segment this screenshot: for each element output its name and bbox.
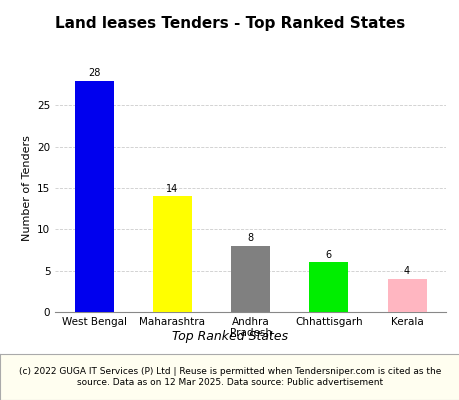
Text: Top Ranked States: Top Ranked States	[172, 330, 287, 343]
Y-axis label: Number of Tenders: Number of Tenders	[22, 135, 32, 241]
Bar	[230, 246, 270, 312]
Text: (c) 2022 GUGA IT Services (P) Ltd | Reuse is permitted when Tendersniper.com is : (c) 2022 GUGA IT Services (P) Ltd | Reus…	[19, 367, 440, 387]
Text: 6: 6	[325, 250, 331, 260]
Bar	[386, 279, 426, 312]
Bar	[308, 262, 348, 312]
Text: 8: 8	[247, 233, 253, 243]
Text: Land leases Tenders - Top Ranked States: Land leases Tenders - Top Ranked States	[55, 16, 404, 31]
Text: 4: 4	[403, 266, 409, 276]
Bar	[74, 80, 114, 312]
Text: 28: 28	[88, 68, 100, 78]
Bar	[153, 196, 192, 312]
Text: 14: 14	[166, 184, 178, 194]
